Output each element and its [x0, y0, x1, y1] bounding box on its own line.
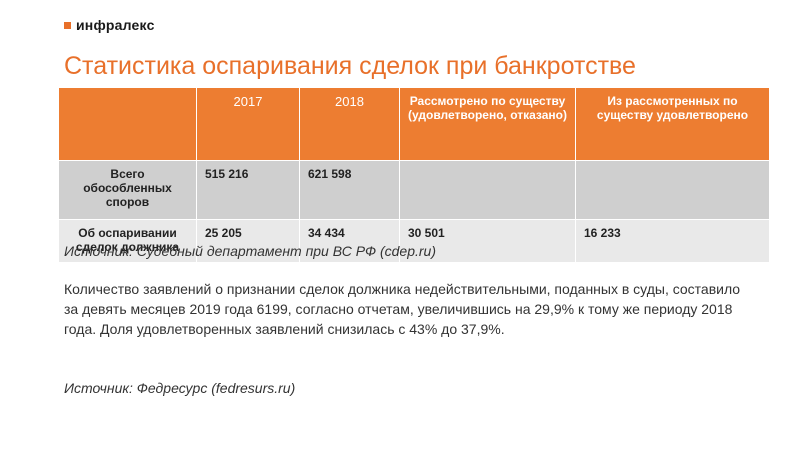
row-label: Об оспаривании сделок должника: [58, 219, 197, 263]
statistics-table: 2017 2018 Рассмотрено по существу (удовл…: [58, 87, 770, 263]
page-title: Статистика оспаривания сделок при банкро…: [64, 52, 636, 80]
cell-2018: 34 434: [299, 219, 400, 263]
table-header-row: 2017 2018 Рассмотрено по существу (удовл…: [58, 87, 770, 161]
logo-square-icon: [64, 21, 71, 29]
header-satisfied: Из рассмотренных по существу удовлетворе…: [575, 87, 770, 161]
cell-reviewed: [399, 160, 576, 220]
statistics-paragraph: Количество заявлений о признании сделок …: [64, 281, 741, 337]
cell-reviewed: 30 501: [399, 219, 576, 263]
header-reviewed: Рассмотрено по существу (удовлетворено, …: [399, 87, 576, 161]
source-note-fedresurs: Источник: Федресурс (fedresurs.ru): [64, 380, 296, 396]
cell-satisfied: [575, 160, 770, 220]
row-label: Всего обособленных споров: [58, 160, 197, 220]
brand-name: инфралекс: [76, 17, 155, 33]
source-note-court: Источник: Судебный департамент при ВС РФ…: [64, 243, 436, 259]
cell-satisfied: 16 233: [575, 219, 770, 263]
cell-2017: 515 216: [196, 160, 300, 220]
header-2018: 2018: [299, 87, 400, 161]
table-row: Об оспаривании сделок должника 25 205 34…: [58, 219, 770, 263]
brand-logo: инфралекс: [64, 17, 155, 33]
table-row: Всего обособленных споров 515 216 621 59…: [58, 160, 770, 220]
cell-2018: 621 598: [299, 160, 400, 220]
cell-2017: 25 205: [196, 219, 300, 263]
header-2017: 2017: [196, 87, 300, 161]
header-empty: [58, 87, 197, 161]
